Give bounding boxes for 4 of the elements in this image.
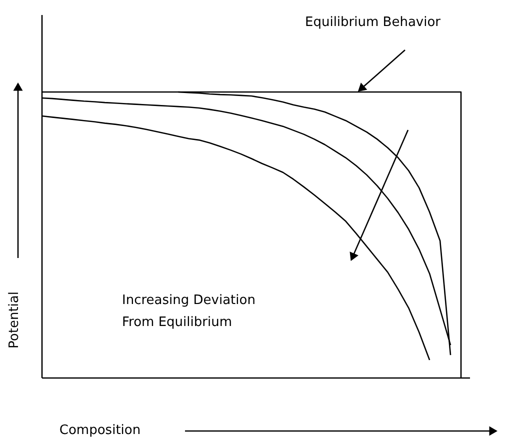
text: Equilibrium Behavior <box>305 15 442 30</box>
annotation: Increasing Deviation From Equilibrium <box>122 293 256 330</box>
y-axis-title: Potential <box>7 292 22 348</box>
x-axis-title: Composition <box>59 423 141 438</box>
